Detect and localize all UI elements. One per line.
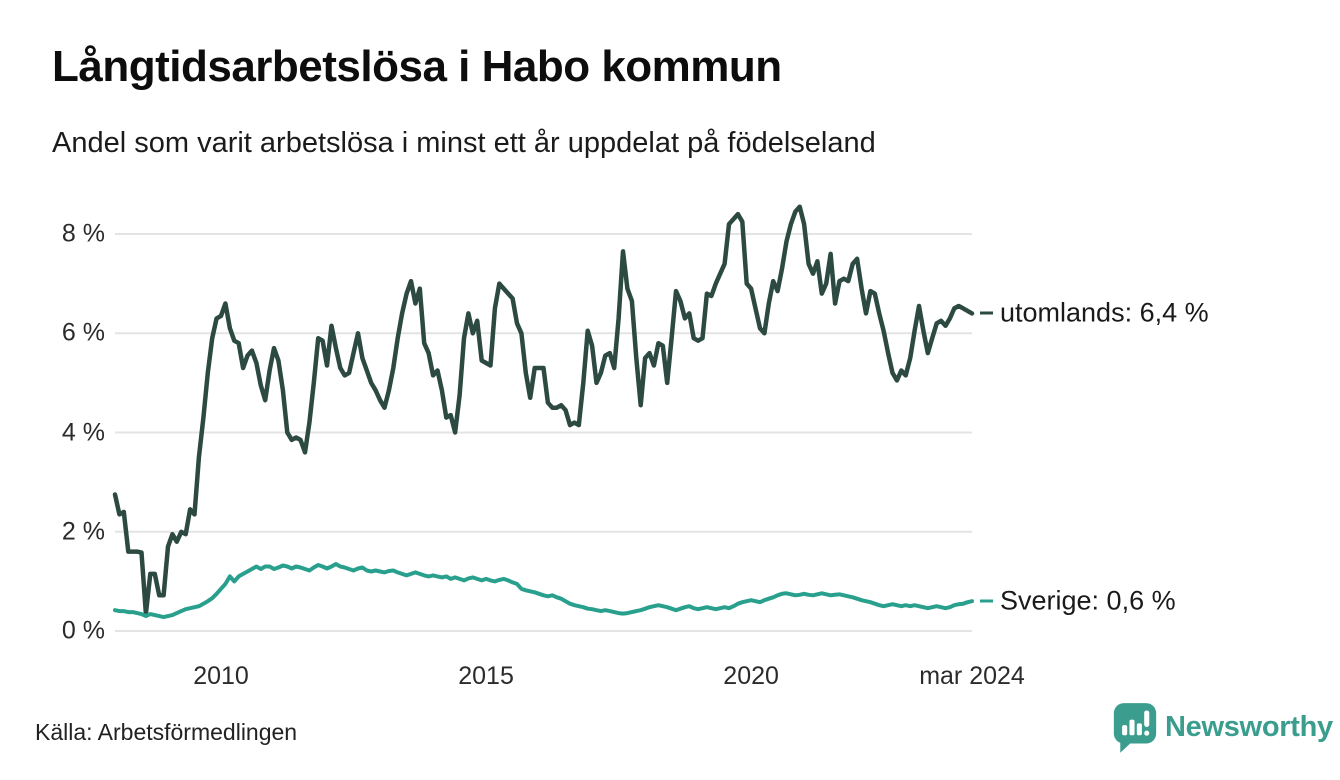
series-line-utomlands [112, 204, 975, 616]
y-axis-tick-label: 6 % [61, 318, 105, 347]
series-label-sverige: Sverige: 0,6 % [980, 586, 1176, 617]
y-axis-tick-label: 0 % [61, 616, 105, 645]
x-axis-tick-label: mar 2024 [919, 662, 1025, 690]
source-attribution: Källa: Arbetsförmedlingen [35, 719, 298, 745]
series-label-sverige-text: Sverige: 0,6 % [1000, 585, 1176, 616]
series-dash-utomlands [980, 311, 993, 315]
y-axis-tick-label: 2 % [61, 517, 105, 546]
series-label-utomlands-text: utomlands: 6,4 % [1000, 297, 1209, 328]
newsworthy-logo-text: Newsworthy [1165, 710, 1333, 743]
series-dash-sverige [980, 599, 993, 603]
x-axis-tick-label: 2015 [458, 662, 514, 690]
x-axis-tick-label: 2020 [723, 662, 779, 690]
y-axis-tick-label: 4 % [61, 418, 105, 446]
chart-title: Långtidsarbetslösa i Habo kommun [52, 42, 782, 91]
series-label-utomlands: utomlands: 6,4 % [980, 298, 1209, 329]
chart-subtitle: Andel som varit arbetslösa i minst ett å… [52, 127, 876, 159]
series-line-sverige [113, 562, 974, 620]
x-axis-tick-label: 2010 [193, 662, 249, 690]
newsworthy-logo-icon [1113, 703, 1157, 753]
newsworthy-logo[interactable]: Newsworthy [1112, 701, 1333, 753]
y-axis-tick-label: 8 % [61, 219, 105, 248]
